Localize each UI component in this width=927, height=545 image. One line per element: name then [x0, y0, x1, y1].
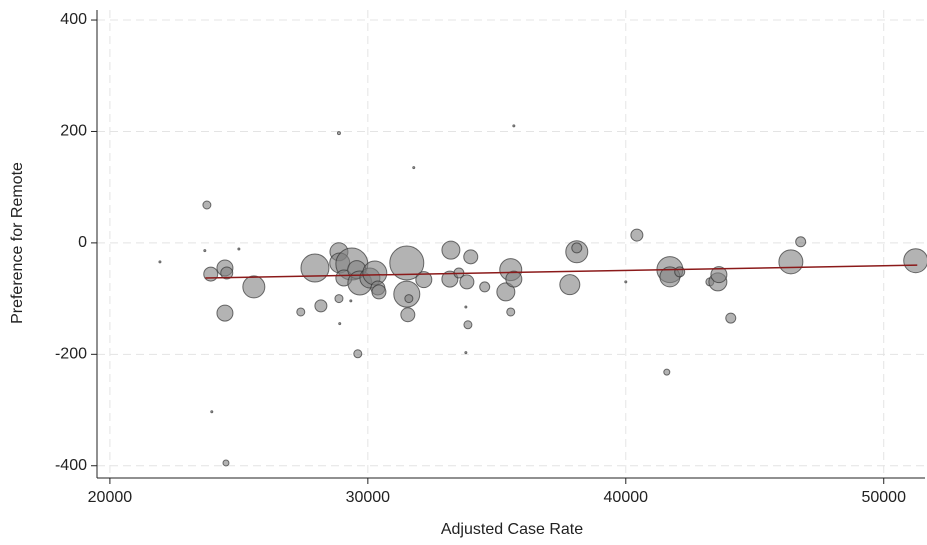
bubble: [314, 299, 328, 313]
bubble: [336, 131, 341, 136]
bubble: [778, 249, 804, 275]
bubble: [559, 274, 581, 296]
bubble: [459, 274, 475, 290]
bubble: [505, 270, 523, 288]
bubble: [353, 349, 363, 359]
bubble: [710, 266, 728, 284]
x-tick-label: 50000: [861, 489, 906, 506]
bubble: [242, 275, 266, 299]
bubble: [338, 322, 342, 326]
bubble: [441, 240, 461, 260]
bubble: [203, 266, 219, 282]
bubble: [389, 245, 425, 281]
bubble: [222, 459, 230, 467]
bubble: [210, 410, 214, 414]
bubble: [400, 307, 416, 323]
bubble: [479, 281, 491, 293]
bubble: [506, 307, 516, 317]
bubble: [415, 271, 433, 289]
bubble: [725, 312, 737, 324]
bubble: [464, 351, 468, 355]
bubble: [404, 294, 414, 304]
bubble: [220, 266, 234, 280]
bubble: [624, 280, 628, 284]
bubble: [158, 260, 162, 264]
bubble: [296, 307, 306, 317]
bubble: [463, 249, 479, 265]
bubble: [300, 253, 330, 283]
bubble: [393, 280, 421, 308]
bubble: [237, 247, 241, 251]
bubble: [371, 284, 387, 300]
bubble: [412, 166, 416, 170]
bubble: [496, 282, 516, 302]
bubble: [903, 248, 927, 274]
bubble: [463, 320, 473, 330]
bubble: [630, 228, 644, 242]
y-tick-label: -400: [55, 457, 87, 474]
y-tick-label: 200: [60, 123, 87, 140]
x-tick-label: 30000: [346, 489, 391, 506]
x-tick-label: 20000: [88, 489, 133, 506]
bubble: [334, 294, 344, 304]
bubble: [202, 200, 212, 210]
bubble: [663, 368, 671, 376]
y-axis-title: Preference for Remote: [9, 162, 26, 324]
y-tick-label: 0: [78, 234, 87, 251]
x-axis-title: Adjusted Case Rate: [441, 521, 583, 538]
fit-line: [205, 264, 918, 279]
x-tick-label: 40000: [604, 489, 649, 506]
bubble: [349, 299, 353, 303]
y-tick-label: 400: [60, 11, 87, 28]
bubble: [674, 266, 686, 278]
bubble: [464, 305, 468, 309]
bubble: [512, 124, 516, 128]
y-tick-label: -200: [55, 346, 87, 363]
bubble: [203, 249, 207, 253]
bubble: [571, 242, 583, 254]
bubble: [216, 304, 234, 322]
bubble: [795, 236, 807, 248]
